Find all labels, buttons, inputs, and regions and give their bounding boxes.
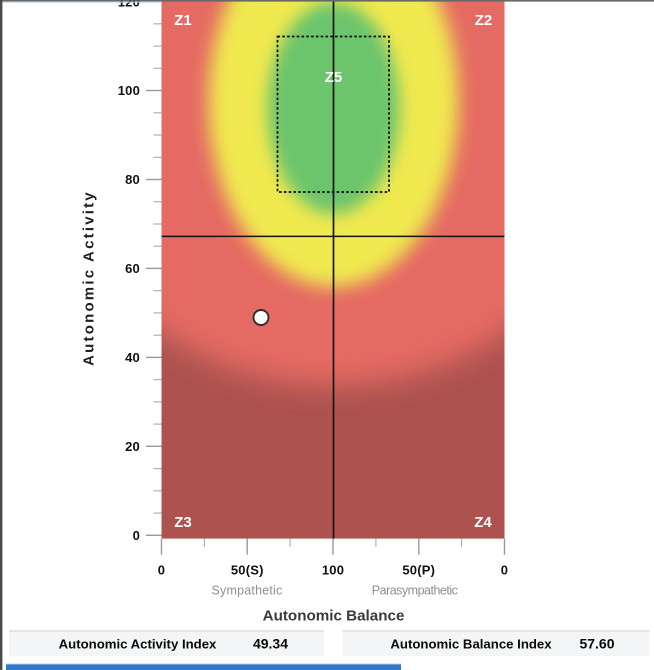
svg-text:20: 20 — [125, 439, 140, 454]
svg-text:Autonomic Balance Index: Autonomic Balance Index — [390, 637, 552, 652]
svg-text:120: 120 — [118, 0, 140, 9]
svg-text:0: 0 — [133, 528, 140, 543]
svg-text:49.34: 49.34 — [253, 636, 288, 652]
svg-text:50(P): 50(P) — [402, 563, 435, 578]
svg-text:Autonomic Activity: Autonomic Activity — [81, 190, 98, 366]
svg-text:Z3: Z3 — [174, 514, 192, 531]
svg-text:0: 0 — [501, 563, 508, 578]
svg-text:Parasympathetic: Parasympathetic — [372, 584, 458, 598]
svg-text:40: 40 — [125, 350, 140, 365]
svg-text:Z4: Z4 — [474, 514, 492, 531]
svg-text:57.60: 57.60 — [579, 636, 614, 652]
svg-text:100: 100 — [322, 563, 344, 578]
svg-text:80: 80 — [125, 172, 140, 187]
svg-text:Autonomic Balance: Autonomic Balance — [263, 608, 405, 625]
svg-text:50(S): 50(S) — [231, 563, 264, 578]
svg-text:Z5: Z5 — [325, 69, 343, 86]
svg-text:100: 100 — [118, 83, 140, 98]
svg-text:Z2: Z2 — [475, 12, 493, 29]
svg-text:Autonomic Activity Index: Autonomic Activity Index — [59, 637, 217, 652]
svg-text:Sympathetic: Sympathetic — [212, 584, 283, 598]
svg-text:Z1: Z1 — [174, 12, 192, 29]
svg-text:0: 0 — [158, 563, 165, 578]
svg-text:60: 60 — [125, 261, 140, 276]
